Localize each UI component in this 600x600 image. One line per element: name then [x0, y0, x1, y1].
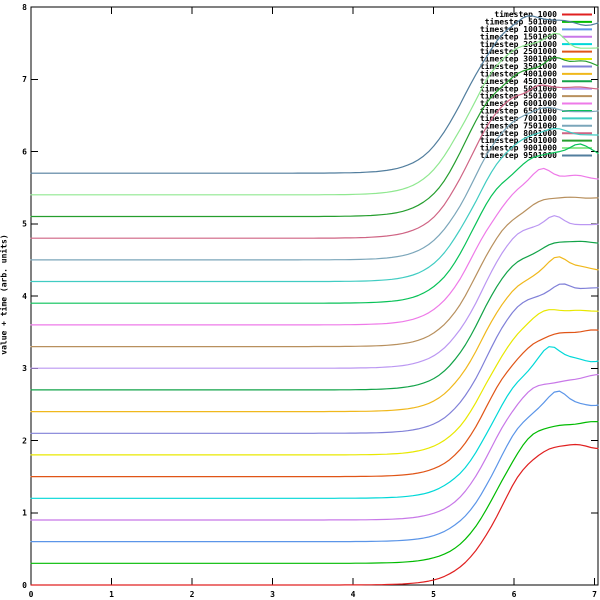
legend-label: timestep 5001000 [480, 83, 557, 93]
x-tick-label: 4 [351, 590, 356, 599]
legend-label: timestep 6001000 [480, 98, 557, 108]
series-line [30, 127, 599, 283]
series-line [30, 443, 599, 586]
legend-label: timestep 501000 [485, 17, 557, 27]
series-line [30, 256, 599, 413]
legend-label: timestep 9001000 [480, 143, 557, 153]
series-line [30, 346, 599, 499]
series-line [30, 196, 599, 348]
series-line [30, 240, 599, 391]
series-line [30, 283, 599, 434]
y-tick-label: 1 [22, 509, 27, 518]
x-tick-label: 1 [109, 590, 114, 599]
series-line [30, 15, 599, 174]
x-tick-label: 0 [29, 590, 34, 599]
legend-label: timestep 6501000 [480, 106, 557, 116]
series-line [30, 390, 599, 543]
x-tick-label: 5 [431, 590, 436, 599]
x-tick-label: 7 [592, 590, 597, 599]
series-line [30, 32, 599, 196]
series-line [30, 56, 599, 218]
legend-label: timestep 1000 [494, 9, 557, 19]
legend-label: timestep 3001000 [480, 54, 557, 64]
series-line [30, 329, 599, 478]
legend-label: timestep 7501000 [480, 120, 557, 130]
series-line [30, 309, 599, 456]
legend-label: timestep 4501000 [480, 76, 557, 86]
legend-label: timestep 1501000 [480, 31, 557, 41]
x-tick-label: 3 [270, 590, 275, 599]
series-line [30, 167, 599, 326]
y-tick-label: 8 [22, 3, 27, 12]
x-tick-label: 2 [190, 590, 195, 599]
y-tick-label: 6 [22, 147, 27, 156]
legend-label: timestep 8001000 [480, 128, 557, 138]
y-tick-label: 5 [22, 220, 27, 229]
series-line [30, 374, 599, 521]
legend-label: timestep 1001000 [480, 24, 557, 34]
series-line [30, 215, 599, 369]
series-line [30, 421, 599, 564]
x-tick-label: 6 [512, 590, 517, 599]
legend-label: timestep 8501000 [480, 135, 557, 145]
series-line [30, 84, 599, 239]
series-line [30, 143, 599, 304]
y-tick-label: 4 [22, 292, 27, 301]
y-tick-label: 3 [22, 364, 27, 373]
series-line [30, 106, 599, 261]
legend-label: timestep 2001000 [480, 39, 557, 49]
legend-label: timestep 9501000 [480, 150, 557, 160]
legend-label: timestep 2501000 [480, 46, 557, 56]
y-tick-label: 2 [22, 436, 27, 445]
y-tick-label: 0 [22, 581, 27, 590]
y-axis-title: value + time (arb. units) [0, 234, 9, 355]
y-tick-label: 7 [22, 75, 27, 84]
legend-label: timestep 3501000 [480, 61, 557, 71]
